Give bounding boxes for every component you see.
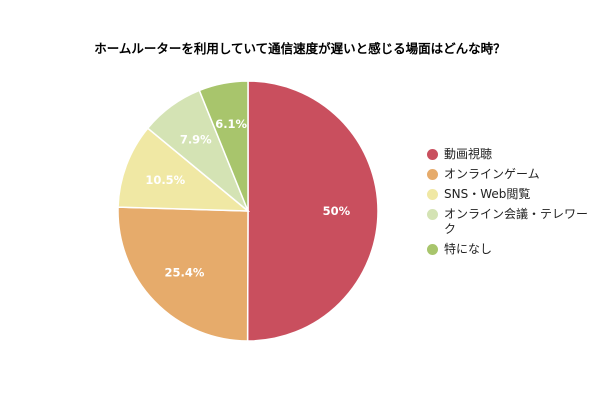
slice-value-label-3: 10.5% xyxy=(145,173,185,187)
legend-item: 動画視聴 xyxy=(427,147,597,162)
legend-swatch xyxy=(427,244,438,255)
slice-value-label-2: 25.4% xyxy=(165,265,205,279)
legend-label: SNS・Web閲覧 xyxy=(444,187,531,201)
slice-value-label-4: 7.9% xyxy=(180,133,212,147)
chart-title: ホームルーターを利用していて通信速度が遅いと感じる場面はどんな時？ xyxy=(94,41,506,56)
legend: 動画視聴オンラインゲーム SNS・Web閲覧オンライン会議・テレワーク特になし xyxy=(427,147,597,262)
slice-value-label-1: 50% xyxy=(323,204,351,218)
legend-label: 動画視聴 xyxy=(444,147,493,161)
legend-item: オンラインゲーム xyxy=(427,167,597,182)
pie-slices xyxy=(117,80,379,342)
legend-item: 特になし xyxy=(427,242,597,257)
pie-slice-labels: 50% 25.4% 10.5% 7.9%6.1% xyxy=(145,117,350,279)
legend-swatch xyxy=(427,169,438,180)
pie-slice-3 xyxy=(117,127,251,212)
legend-item: SNS・Web閲覧 xyxy=(427,187,597,202)
legend-swatch xyxy=(427,149,438,160)
legend-item: オンライン会議・テレワーク xyxy=(427,207,597,237)
pie-slice-2 xyxy=(117,206,249,342)
legend-swatch xyxy=(427,189,438,200)
legend-swatch xyxy=(427,209,438,220)
legend-label: 特になし xyxy=(444,242,493,256)
pie-slice-1 xyxy=(246,80,379,342)
pie-slice-5 xyxy=(198,80,249,212)
legend-label: オンライン会議・テレワーク xyxy=(444,207,589,236)
legend-label: オンラインゲーム xyxy=(444,167,540,181)
slice-value-label-5: 6.1% xyxy=(215,117,247,131)
